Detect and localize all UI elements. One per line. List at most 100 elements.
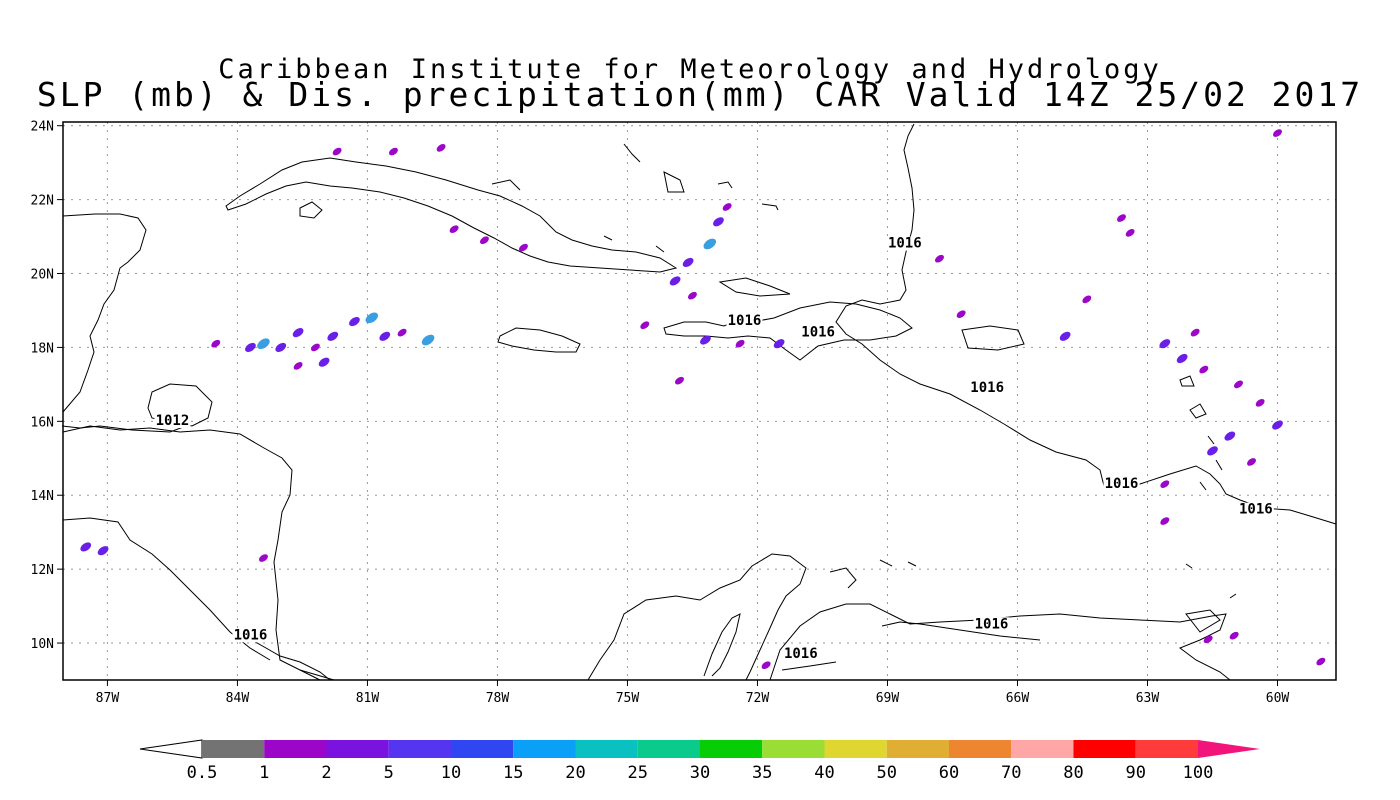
tick-label-lon: 66W [1006,691,1030,706]
precip-patch [518,243,528,252]
colorbar-label: 5 [384,763,394,783]
colorbar-label: 15 [503,763,523,783]
colorbar-label: 20 [565,763,585,783]
colorbar-box [202,740,265,758]
map-frame [62,121,1337,681]
colorbar: 0.5 1 2 5 10 15 20 25 30 35 40 50 60 70 80 90 100 [139,739,1260,783]
precip-patch [1199,365,1209,374]
latitude-ticks: 24N 22N 20N 18N 16N 14N 12N 10N [31,120,63,652]
precip-patch [703,238,717,250]
precip-patch [97,546,109,556]
precip-patch [687,291,697,300]
isobar-label-bg [969,380,1006,395]
precip-patch [479,236,489,245]
precip-patch [332,147,342,156]
tick-label-lat: 10N [31,637,54,652]
title-line-1: Caribbean Institute for Meteorology and … [218,54,1162,85]
colorbar-box [700,740,763,758]
colorbar-box [575,740,638,758]
tick-label-lat: 14N [31,489,54,504]
colorbar-box [949,740,1012,758]
colorbar-label: 40 [814,763,834,783]
precip-patch [436,144,446,152]
precip-patch [257,338,270,350]
precip-patch [397,328,407,337]
isobar-label-bg [154,414,191,429]
precip-patch [379,331,391,341]
isobar-label: 1016 [1105,476,1139,492]
colorbar-label: 2 [321,763,331,783]
precip-patch [1125,229,1135,237]
precip-patch [1229,631,1239,640]
tick-label-lon: 63W [1136,691,1160,706]
precip-patch [1082,295,1092,304]
longitude-ticks: 87W 84W 81W 78W 75W 72W 69W 66W 63W 60W [96,680,1289,706]
tick-label-lon: 72W [746,691,770,706]
colorbar-label: 1 [259,763,269,783]
precip-patch [449,225,459,233]
colorbar-box [762,740,825,758]
isobar-label-bg [232,628,269,643]
tick-label-lat: 12N [31,563,54,578]
precip-patch [761,661,771,670]
isobar-label-bg [1237,502,1274,517]
precip-patch [310,343,320,352]
isobar-label: 1016 [888,236,922,252]
precip-patch [388,147,398,156]
tick-label-lat: 18N [31,341,54,356]
precip-patch [318,357,330,367]
precip-patch [275,342,287,353]
title-line-2: SLP (mb) & Dis. precipitation(mm) CAR Va… [37,75,1363,114]
colorbar-box [637,740,700,758]
precip-patch [293,362,303,370]
isobar-label: 1016 [801,324,835,340]
colorbar-label: 90 [1126,763,1146,783]
colorbar-box [388,740,451,758]
tick-label-lon: 78W [486,691,510,706]
precip-patch [245,342,256,353]
precip-patch [956,310,966,318]
colorbar-arrow-high [1198,740,1260,758]
colorbar-box [451,740,514,758]
tick-label-lat: 24N [31,120,54,135]
precip-patch [211,339,221,348]
tick-label-lon: 69W [876,691,900,706]
isobar-label-bg [973,617,1010,632]
colorbar-box [886,740,949,758]
isobar-label: 1016 [784,646,818,662]
precip-patch [1160,480,1170,488]
isobar-label: 1012 [156,413,190,429]
colorbar-label: 70 [1001,763,1021,783]
map-grid [63,122,1336,680]
colorbar-label: 0.5 [187,763,218,783]
precip-patch [1176,353,1188,364]
isobar-label-bg [726,314,763,329]
precip-patch [80,542,92,552]
precip-patch [292,328,304,338]
colorbar-box [824,740,887,758]
tick-label-lat: 22N [31,194,54,209]
precip-patches [80,129,1326,670]
colorbar-label: 80 [1063,763,1083,783]
precip-patch [722,203,732,211]
colorbar-box [513,740,576,758]
isobar-label: 1016 [975,616,1009,632]
isobar-labels: 1016 1016 1016 1016 1012 1016 1016 1016 1016 1016 [154,236,1274,662]
precip-patch [1207,446,1218,456]
tick-label-lat: 16N [31,415,54,430]
colorbar-label: 25 [628,763,648,783]
colorbar-box [326,740,389,758]
coastlines [62,143,1237,681]
isobar-label-bg [886,236,923,251]
isobar-label: 1016 [970,380,1004,396]
precip-patch [349,316,360,327]
tick-label-lon: 87W [96,691,120,706]
colorbar-box [1135,740,1198,758]
precip-patch [713,217,724,227]
precip-patch [700,335,711,345]
precip-patch [1190,328,1200,337]
precip-patch [935,254,944,263]
isobars [61,123,1337,681]
precip-patch [1160,517,1170,525]
tick-label-lat: 20N [31,268,54,283]
